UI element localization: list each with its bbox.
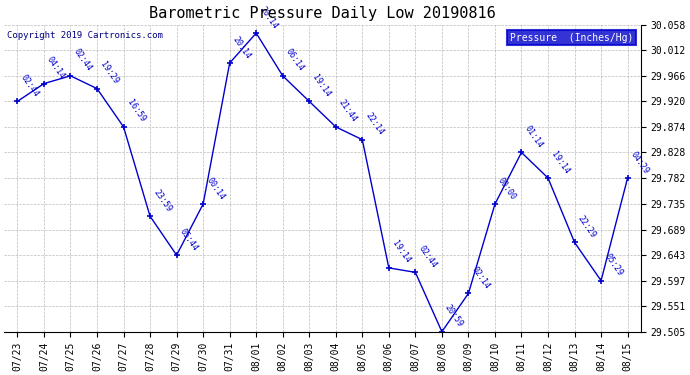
Text: 06:14: 06:14	[284, 47, 306, 73]
Text: 19:14: 19:14	[310, 73, 333, 99]
Text: 20:14: 20:14	[231, 34, 253, 60]
Text: 23:59: 23:59	[152, 188, 173, 213]
Text: 02:44: 02:44	[19, 73, 41, 99]
Text: 21:44: 21:44	[337, 99, 359, 124]
Text: 05:44: 05:44	[178, 227, 199, 252]
Text: 19:14: 19:14	[391, 240, 412, 265]
Text: 20:59: 20:59	[443, 303, 465, 329]
Text: 20:14: 20:14	[257, 4, 279, 30]
Text: 02:44: 02:44	[417, 244, 438, 270]
Text: 04:14: 04:14	[46, 55, 67, 81]
Text: 02:14: 02:14	[470, 265, 491, 291]
Text: 22:14: 22:14	[364, 111, 386, 137]
Text: 01:14: 01:14	[523, 124, 544, 150]
Text: 16:59: 16:59	[125, 99, 147, 124]
Text: 00:14: 00:14	[204, 176, 226, 201]
Text: Copyright 2019 Cartronics.com: Copyright 2019 Cartronics.com	[8, 31, 164, 40]
Text: 00:00: 00:00	[496, 176, 518, 201]
Legend: Pressure  (Inches/Hg): Pressure (Inches/Hg)	[506, 30, 636, 45]
Text: 22:29: 22:29	[576, 214, 598, 240]
Text: 05:29: 05:29	[602, 252, 624, 278]
Text: 02:44: 02:44	[72, 47, 94, 73]
Text: 04:29: 04:29	[629, 150, 651, 175]
Text: 19:14: 19:14	[549, 150, 571, 175]
Text: 19:29: 19:29	[99, 60, 120, 86]
Title: Barometric Pressure Daily Low 20190816: Barometric Pressure Daily Low 20190816	[149, 6, 496, 21]
